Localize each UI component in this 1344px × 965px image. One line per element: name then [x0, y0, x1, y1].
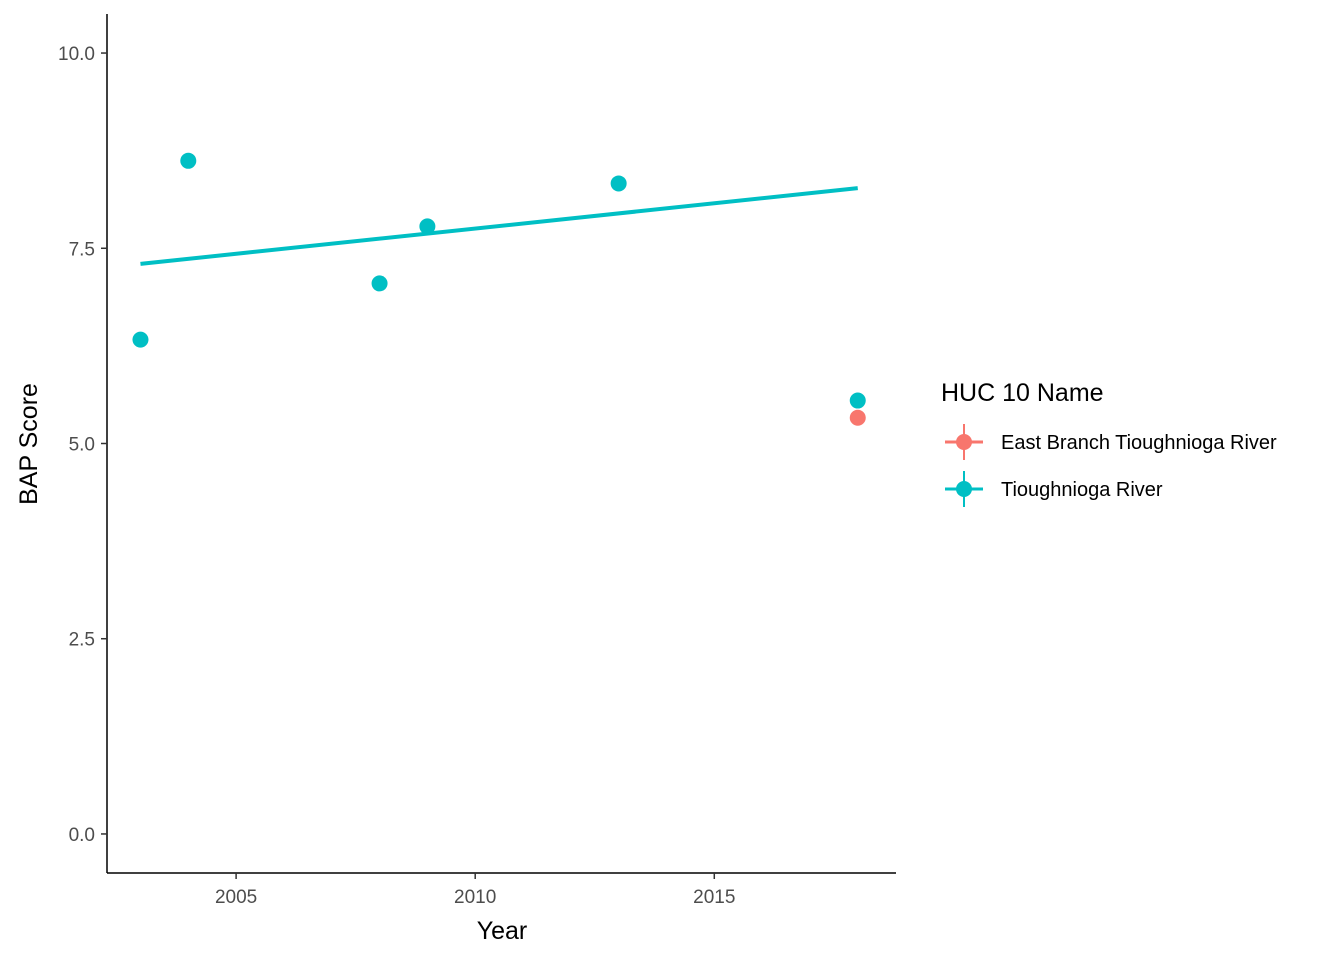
trend-line: [140, 186, 858, 266]
y-axis-title: BAP Score: [15, 383, 43, 505]
legend: HUC 10 Name East Branch Tioughnioga Rive…: [941, 379, 1277, 507]
x-axis-title: Year: [477, 917, 528, 945]
data-point: [849, 392, 866, 409]
x-tick-label: 2005: [215, 887, 257, 908]
data-point: [371, 275, 388, 292]
legend-title: HUC 10 Name: [941, 379, 1104, 407]
data-point: [419, 218, 436, 235]
y-tick-label: 10.0: [58, 44, 95, 65]
y-tick-label: 7.5: [69, 239, 95, 260]
legend-items: East Branch Tioughnioga River Tioughnioga…: [945, 424, 1277, 507]
legend-item: East Branch Tioughnioga River: [945, 424, 1277, 460]
y-tick-label: 0.0: [69, 825, 95, 846]
x-tick-label: 2015: [693, 887, 735, 908]
legend-item: Tioughnioga River: [945, 471, 1163, 507]
plot-area: [132, 152, 866, 426]
data-point: [132, 331, 149, 348]
axes: 0.0 2.5 5.0 7.5 10.0 2005 2010 2015: [58, 14, 896, 908]
x-tick-label: 2010: [454, 887, 496, 908]
legend-key-point: [956, 434, 972, 450]
y-tick-label: 2.5: [69, 630, 95, 651]
data-point: [180, 152, 197, 169]
data-point: [849, 409, 866, 426]
legend-label: East Branch Tioughnioga River: [1001, 432, 1277, 454]
data-point: [610, 175, 627, 192]
legend-key-point: [956, 481, 972, 497]
y-tick-label: 5.0: [69, 435, 95, 456]
legend-label: Tioughnioga River: [1001, 479, 1163, 501]
